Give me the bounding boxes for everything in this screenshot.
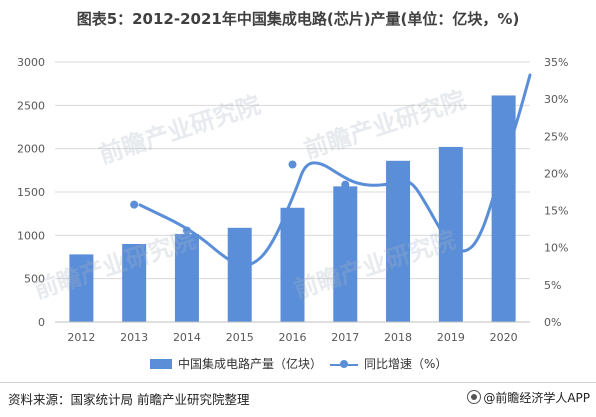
- legend-line-label: 同比增速（%）: [364, 357, 448, 371]
- x-tick-label: 2016: [279, 331, 307, 344]
- x-tick-label: 2015: [226, 331, 254, 344]
- growth-marker: [288, 160, 297, 169]
- growth-marker: [341, 180, 350, 189]
- growth-marker: [130, 200, 139, 209]
- bar: [227, 227, 252, 322]
- chart-svg: 0 500 1000 1500 2000 2500 3000 0% 5% 10% 15% 20% 25%…: [17, 56, 568, 344]
- y-left-tick-label: 3000: [17, 56, 45, 69]
- y-right-tick-label: 25%: [544, 130, 568, 143]
- growth-line: [138, 73, 532, 268]
- bar: [122, 244, 147, 322]
- source-text: 资料来源：国家统计局 前瞻产业研究院整理: [8, 392, 250, 407]
- x-tick-label: 2013: [120, 331, 148, 344]
- legend-line-marker: [340, 360, 348, 368]
- y-right-tick-label: 10%: [544, 242, 568, 255]
- x-tick-label: 2018: [384, 331, 412, 344]
- bar: [174, 234, 199, 322]
- footer-divider: [0, 382, 596, 383]
- y-right-tick-label: 5%: [544, 279, 561, 292]
- y-right-tick-label: 0%: [544, 316, 561, 329]
- y-left-tick-label: 1500: [17, 186, 45, 199]
- growth-marker: [394, 182, 403, 191]
- y-right-tick-label: 15%: [544, 205, 568, 218]
- x-tick-label: 2014: [173, 331, 201, 344]
- y-right-tick-label: 20%: [544, 167, 568, 180]
- y-left-tick-label: 2500: [17, 99, 45, 112]
- y-left-tick-label: 500: [24, 273, 45, 286]
- legend-bar-swatch: [150, 359, 172, 369]
- bar: [69, 254, 94, 322]
- brand-logo-icon: [467, 390, 482, 404]
- bar: [280, 207, 305, 322]
- bar: [491, 95, 516, 322]
- x-tick-label: 2019: [437, 331, 465, 344]
- brand-label: @前瞻经济学人APP: [483, 391, 590, 405]
- legend-bar-label: 中国集成电路产量（亿块）: [178, 357, 323, 371]
- brand-text: @前瞻经济学人APP: [467, 389, 590, 406]
- x-tick-label: 2020: [490, 331, 518, 344]
- bar: [333, 186, 358, 322]
- y-left-tick-label: 2000: [17, 143, 45, 156]
- y-right-tick-label: 30%: [544, 93, 568, 106]
- growth-marker: [182, 226, 191, 235]
- growth-marker: [499, 98, 508, 107]
- x-tick-label: 2017: [331, 331, 359, 344]
- y-left-tick-label: 0: [38, 316, 45, 329]
- y-left-tick-label: 1000: [17, 229, 45, 242]
- chart-title: 图表5：2012-2021年中国集成电路(芯片)产量(单位：亿块，%): [76, 10, 520, 28]
- x-tick-label: 2012: [67, 331, 95, 344]
- y-right-tick-label: 35%: [544, 56, 568, 69]
